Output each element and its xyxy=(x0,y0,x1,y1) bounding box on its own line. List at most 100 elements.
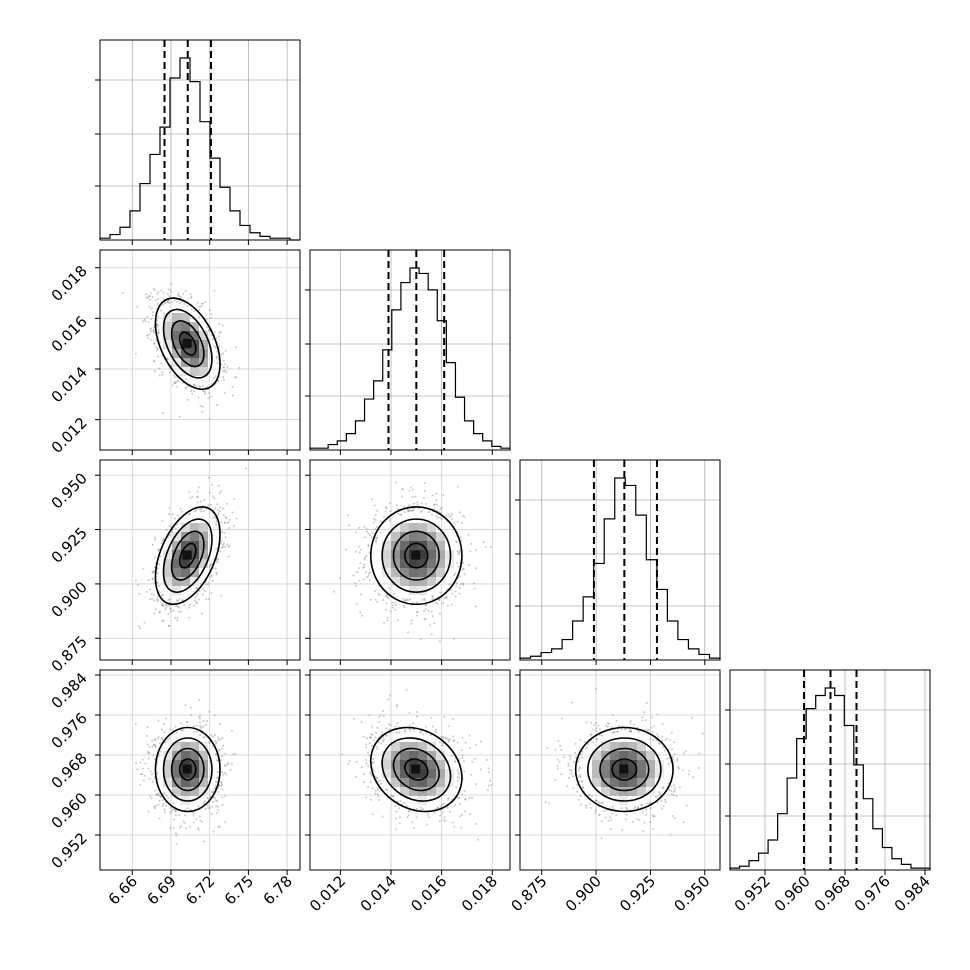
scatter-point xyxy=(156,595,159,598)
scatter-point xyxy=(164,604,167,606)
scatter-point xyxy=(470,773,473,776)
panel-frame xyxy=(519,669,721,871)
density-cell xyxy=(409,787,418,796)
scatter-point xyxy=(168,295,171,297)
scatter-point xyxy=(224,349,227,352)
scatter-point xyxy=(482,541,485,544)
contour-line-2 xyxy=(381,737,452,802)
scatter-point xyxy=(160,737,163,740)
density-cell xyxy=(418,568,427,577)
density-peak xyxy=(619,764,629,774)
scatter-point xyxy=(156,794,159,797)
scatter-point xyxy=(421,510,424,513)
scatter-point xyxy=(153,342,156,345)
scatter-point xyxy=(386,594,389,597)
scatter-point xyxy=(194,597,197,600)
scatter-point xyxy=(156,567,159,570)
scatter-point xyxy=(576,790,579,793)
scatter-point xyxy=(404,599,406,602)
scatter-point xyxy=(147,810,150,813)
density-peak xyxy=(182,338,192,348)
scatter-point xyxy=(198,590,201,592)
scatter-point xyxy=(227,555,230,558)
scatter-point xyxy=(625,814,628,817)
scatter-point xyxy=(217,805,219,808)
scatter-point xyxy=(560,717,563,720)
scatter-point xyxy=(637,807,640,810)
scatter-point xyxy=(446,604,449,607)
scatter-point xyxy=(399,513,402,516)
density-cell xyxy=(391,550,400,559)
scatter-point xyxy=(438,820,441,823)
density-cell xyxy=(400,532,409,541)
scatter-point xyxy=(218,825,221,828)
scatter-point xyxy=(392,604,395,607)
panel-frame xyxy=(309,249,511,451)
y-tick-label: 0.968 xyxy=(48,749,91,792)
density-cell xyxy=(409,577,418,586)
scatter-point xyxy=(158,755,160,758)
scatter-point xyxy=(574,751,577,754)
x-tick-label: 0.925 xyxy=(616,872,659,915)
scatter-point xyxy=(675,795,678,798)
density-cell xyxy=(382,769,391,778)
scatter-point xyxy=(220,521,223,524)
scatter-point xyxy=(667,763,670,766)
scatter-point xyxy=(382,710,384,712)
scatter-point xyxy=(380,782,383,785)
scatter-point xyxy=(210,563,213,566)
scatter-point xyxy=(629,730,632,732)
scatter-point xyxy=(222,514,225,516)
panel-content xyxy=(341,689,493,841)
scatter-point xyxy=(191,811,194,814)
scatter-point xyxy=(148,752,151,755)
scatter-point xyxy=(220,781,223,784)
scatter-point xyxy=(168,513,171,516)
scatter-point xyxy=(402,604,405,607)
scatter-point xyxy=(188,512,191,515)
density-cell xyxy=(181,577,190,586)
density-cell xyxy=(163,751,172,760)
scatter-point xyxy=(692,776,695,779)
scatter-point xyxy=(167,288,170,291)
scatter-point xyxy=(442,602,445,605)
density-cell xyxy=(382,550,391,559)
scatter-point xyxy=(224,363,227,366)
density-cell xyxy=(172,532,181,541)
scatter-point xyxy=(144,320,147,322)
scatter-point xyxy=(153,370,156,373)
scatter-point xyxy=(159,309,162,312)
density-cell xyxy=(601,769,610,778)
scatter-point xyxy=(218,322,220,325)
scatter-point xyxy=(456,741,459,744)
scatter-point xyxy=(347,762,350,765)
contour-line-2 xyxy=(587,737,662,802)
scatter-point xyxy=(215,805,218,808)
scatter-point xyxy=(644,719,647,722)
scatter-point xyxy=(370,725,373,728)
scatter-point xyxy=(161,804,164,807)
density-cell xyxy=(172,568,181,577)
scatter-point xyxy=(226,365,229,368)
scatter-point xyxy=(372,761,375,764)
scatter-point xyxy=(431,598,434,601)
scatter-point xyxy=(155,346,158,349)
scatter-point xyxy=(158,817,161,820)
scatter-point xyxy=(546,747,549,750)
scatter-point xyxy=(441,803,444,806)
scatter-point xyxy=(435,515,438,518)
scatter-point xyxy=(163,731,166,734)
scatter-point xyxy=(629,722,632,725)
scatter-point xyxy=(455,786,458,788)
scatter-point xyxy=(220,594,223,597)
scatter-point xyxy=(222,542,225,545)
scatter-point xyxy=(354,582,357,585)
scatter-point xyxy=(207,504,210,507)
scatter-point xyxy=(220,490,223,492)
density-cell xyxy=(400,541,409,550)
scatter-point xyxy=(454,595,457,598)
scatter-point xyxy=(582,786,585,789)
scatter-point xyxy=(161,604,164,607)
density-cell xyxy=(400,523,409,532)
scatter-point xyxy=(370,744,373,747)
